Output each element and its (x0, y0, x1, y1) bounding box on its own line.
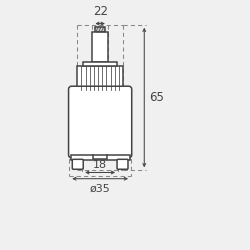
Text: 22: 22 (93, 5, 108, 18)
Bar (77, 66, 123, 90)
FancyBboxPatch shape (72, 159, 83, 169)
Bar (92, 32, 108, 62)
FancyBboxPatch shape (68, 86, 132, 158)
FancyBboxPatch shape (117, 159, 128, 169)
Text: ø35: ø35 (90, 184, 110, 194)
Bar (96, 27, 105, 32)
Text: 18: 18 (93, 160, 107, 170)
Text: 65: 65 (149, 91, 164, 104)
Bar (70, 155, 130, 160)
Bar (83, 62, 117, 66)
